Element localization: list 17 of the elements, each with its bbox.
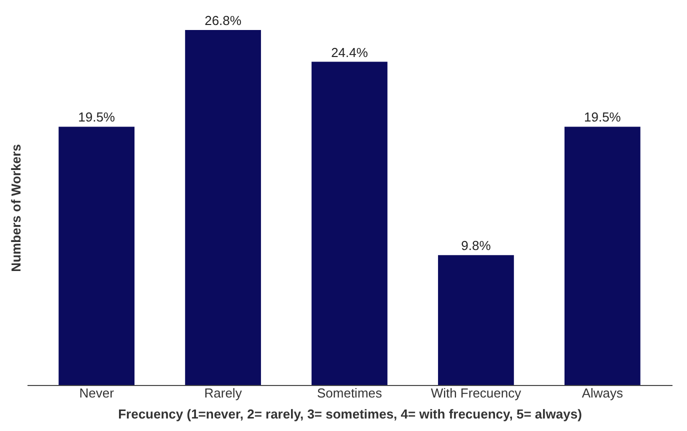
data-label: 9.8% bbox=[461, 238, 492, 254]
bar bbox=[438, 255, 514, 385]
bar bbox=[312, 62, 388, 385]
bar bbox=[58, 126, 134, 385]
data-label: 26.8% bbox=[204, 13, 242, 28]
x-tick-label: Never bbox=[79, 386, 115, 400]
bar bbox=[564, 126, 640, 385]
x-tick-label: Always bbox=[582, 386, 624, 400]
bar bbox=[185, 30, 261, 385]
data-label: 19.5% bbox=[78, 110, 116, 125]
x-tick-label: Rarely bbox=[204, 386, 242, 400]
x-tick-label: Sometimes bbox=[316, 386, 383, 400]
x-axis-title: Frecuency (1=never, 2= rarely, 3= sometimes, 4= with frecuency, 5= always) bbox=[118, 406, 582, 422]
x-tick-label: With Frecuency bbox=[430, 386, 522, 400]
data-label: 19.5% bbox=[584, 110, 622, 125]
y-axis-title: Numbers of Workers bbox=[8, 144, 24, 272]
data-label: 24.4% bbox=[331, 44, 368, 60]
